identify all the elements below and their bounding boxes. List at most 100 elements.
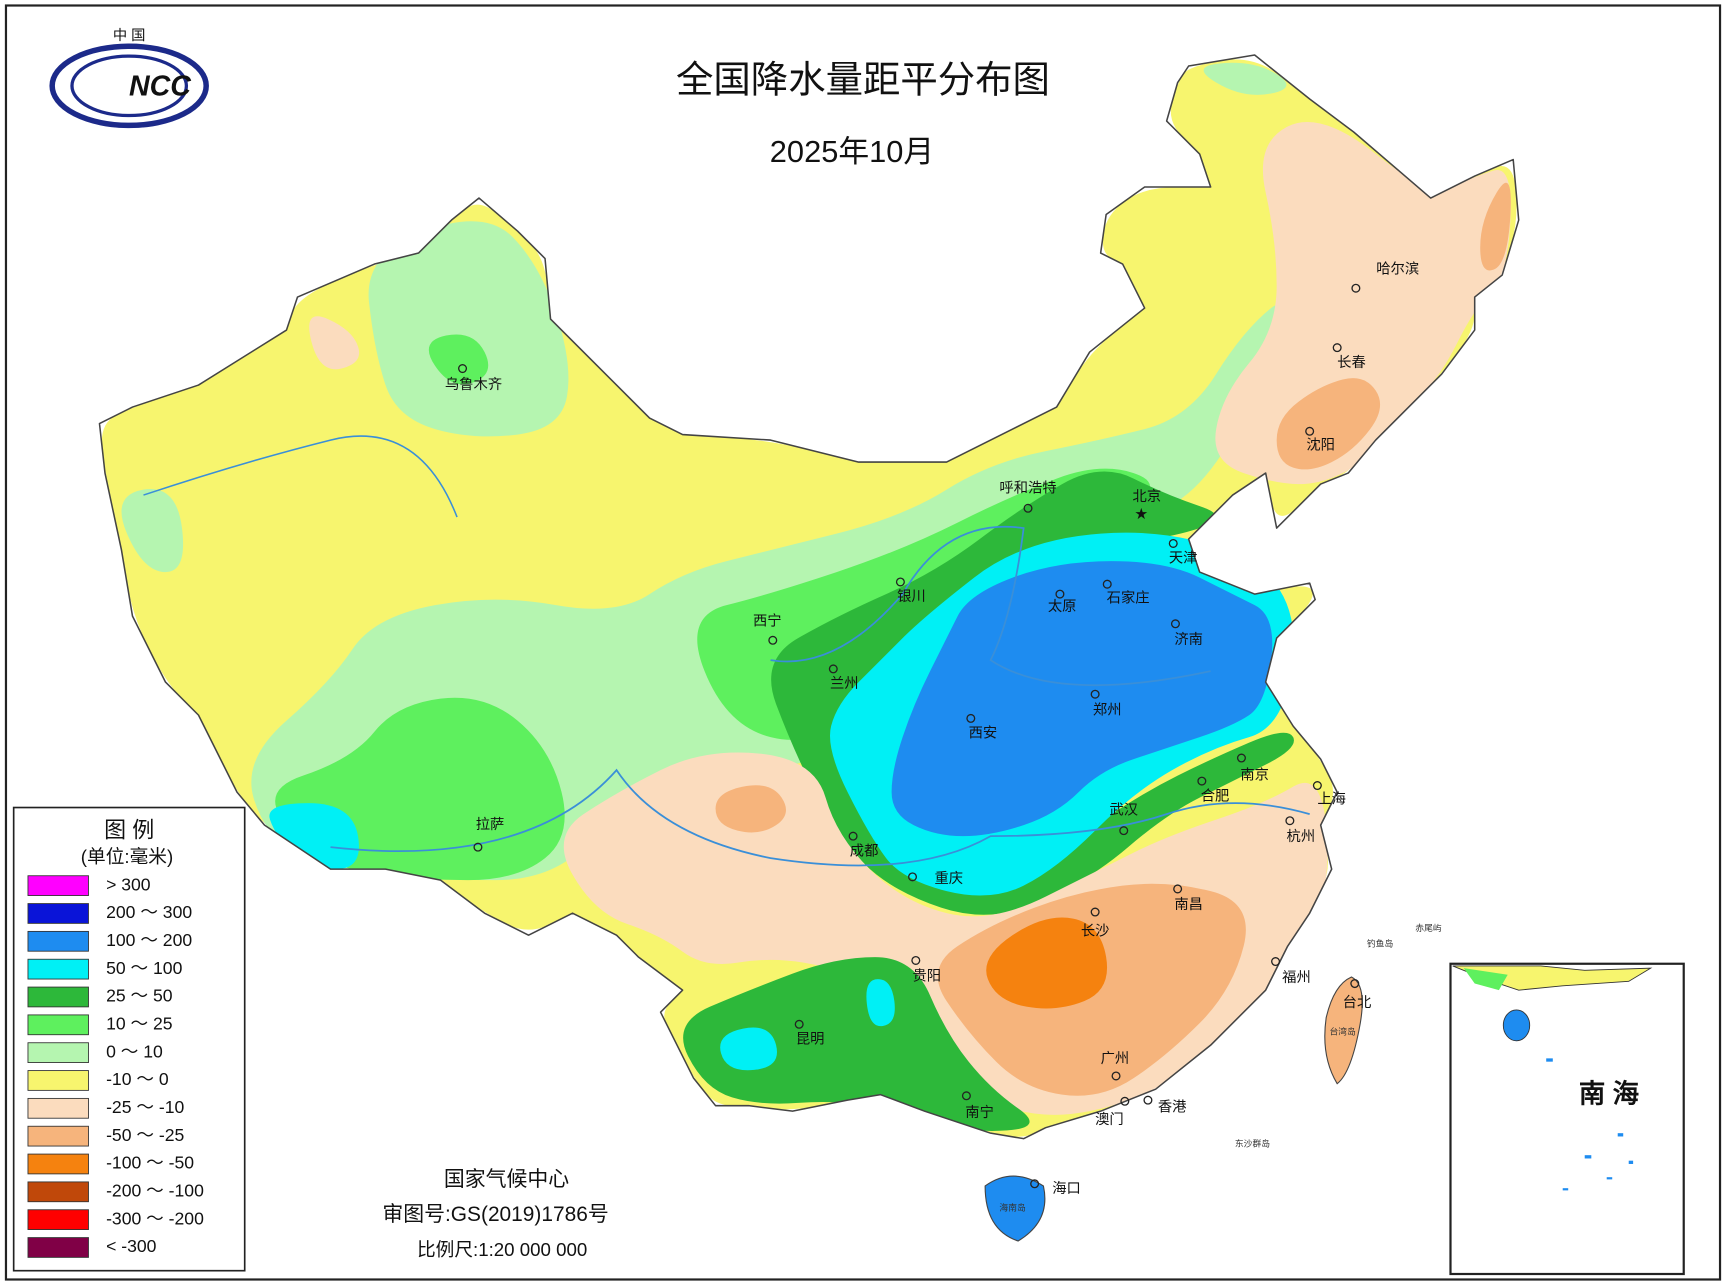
city-label: 海口 (1052, 1180, 1081, 1197)
precip-region (1480, 182, 1511, 271)
city-label: 台北 (1343, 994, 1372, 1011)
city-label: 呼和浩特 (999, 479, 1056, 496)
map-subtitle: 2025年10月 (770, 134, 934, 169)
precip-region (891, 561, 1273, 837)
city-label: 北京 (1133, 488, 1162, 505)
footer-agency: 国家气候中心 (444, 1168, 569, 1191)
city-marker (1102, 579, 1112, 589)
legend-swatch (27, 1153, 89, 1175)
precip-region (428, 334, 489, 385)
precip-region (1215, 122, 1511, 485)
precip-region (866, 979, 895, 1027)
precip-region (368, 221, 569, 437)
city-label: 郑州 (1093, 701, 1122, 718)
footer-scale: 比例尺:1:20 000 000 (417, 1239, 587, 1260)
city-marker (1312, 781, 1322, 791)
precip-region (1203, 62, 1287, 95)
city-marker (911, 955, 921, 965)
city-label: 杭州 (1287, 828, 1316, 845)
city-marker (458, 364, 468, 374)
city-marker (1236, 753, 1246, 763)
city-label: 天津 (1169, 550, 1198, 567)
city-label: 哈尔滨 (1376, 260, 1419, 277)
city-label: 合肥 (1201, 787, 1230, 804)
city-marker (1111, 1071, 1121, 1081)
precip-region (1276, 378, 1381, 470)
regions (101, 59, 1517, 1137)
city-label: 拉萨 (476, 816, 505, 833)
city-marker (1305, 426, 1315, 436)
city-marker (1173, 884, 1183, 894)
city-marker (1120, 1096, 1130, 1106)
city-marker (768, 635, 778, 645)
city-label: 武汉 (1109, 802, 1138, 819)
legend-label: -50 ～ -25 (106, 1125, 184, 1145)
city-marker (1197, 776, 1207, 786)
legend-swatch (27, 903, 89, 924)
city-label: 香港 (1158, 1099, 1187, 1116)
legend-swatch (27, 1097, 89, 1119)
china-border (98, 54, 1520, 1140)
city-marker (1119, 826, 1129, 836)
legend-label: 50 ～ 100 (106, 958, 183, 978)
city-marker (907, 872, 918, 882)
city-marker (473, 842, 483, 852)
precip-region (720, 1027, 778, 1071)
city-label: 成都 (850, 842, 879, 859)
city-marker (848, 831, 858, 841)
legend-label: 10 ～ 25 (106, 1013, 173, 1033)
legend-label: 0 ～ 10 (106, 1041, 163, 1061)
legend-label: < -300 (106, 1236, 157, 1256)
city-marker (794, 1019, 804, 1029)
city-label: 济南 (1174, 631, 1203, 648)
city-label: 乌鲁木齐 (445, 376, 502, 393)
legend-label: 25 ～ 50 (106, 986, 173, 1006)
legend-swatch (27, 1042, 89, 1063)
legend-swatch (27, 1181, 89, 1203)
city-label: 兰州 (830, 675, 859, 692)
legend-label: -10 ～ 0 (106, 1069, 169, 1089)
precip-region (715, 785, 786, 833)
city-label: 石家庄 (1107, 588, 1150, 606)
city-label: 澳门 (1095, 1111, 1124, 1128)
footer-review: 审图号:GS(2019)1786号 (382, 1203, 608, 1226)
precip-region (309, 316, 360, 370)
outline (98, 54, 1520, 1242)
legend-swatch (27, 875, 89, 896)
logo-top: 中 国 (113, 27, 146, 44)
place-label: 赤尾屿 (1415, 923, 1442, 933)
logo: 中 国 NCC (49, 27, 209, 129)
legend-swatch (27, 958, 89, 980)
legend-swatch (27, 1125, 89, 1147)
city-label: 银川 (897, 588, 926, 605)
river (770, 525, 1211, 687)
city-marker (1350, 979, 1360, 989)
city-label: 重庆 (935, 870, 964, 887)
city-marker (828, 664, 838, 674)
city-marker (1143, 1095, 1153, 1105)
city-label: 昆明 (796, 1031, 825, 1047)
city-marker (966, 713, 976, 723)
legend-swatch (27, 1070, 89, 1091)
city-label: 南宁 (965, 1104, 994, 1121)
legend-swatch (27, 1014, 89, 1036)
city-label: 贵阳 (913, 968, 942, 985)
capital-star: ★ (1134, 506, 1148, 523)
city-label: 南昌 (1174, 896, 1203, 913)
city-marker (1271, 957, 1281, 967)
legend-label: 100 ～ 200 (106, 930, 192, 950)
precip-region (771, 471, 1294, 915)
legend-title: 图 例 (104, 818, 154, 843)
legend-unit: (单位:毫米) (81, 846, 173, 867)
city-label: 西宁 (753, 612, 782, 629)
city-marker (1030, 1179, 1040, 1189)
city-marker (1023, 503, 1033, 513)
legend-swatch (27, 1209, 89, 1230)
precip-region (121, 488, 184, 573)
river (143, 435, 458, 518)
city-label: 广州 (1101, 1050, 1130, 1067)
legend-swatch (27, 1237, 89, 1258)
